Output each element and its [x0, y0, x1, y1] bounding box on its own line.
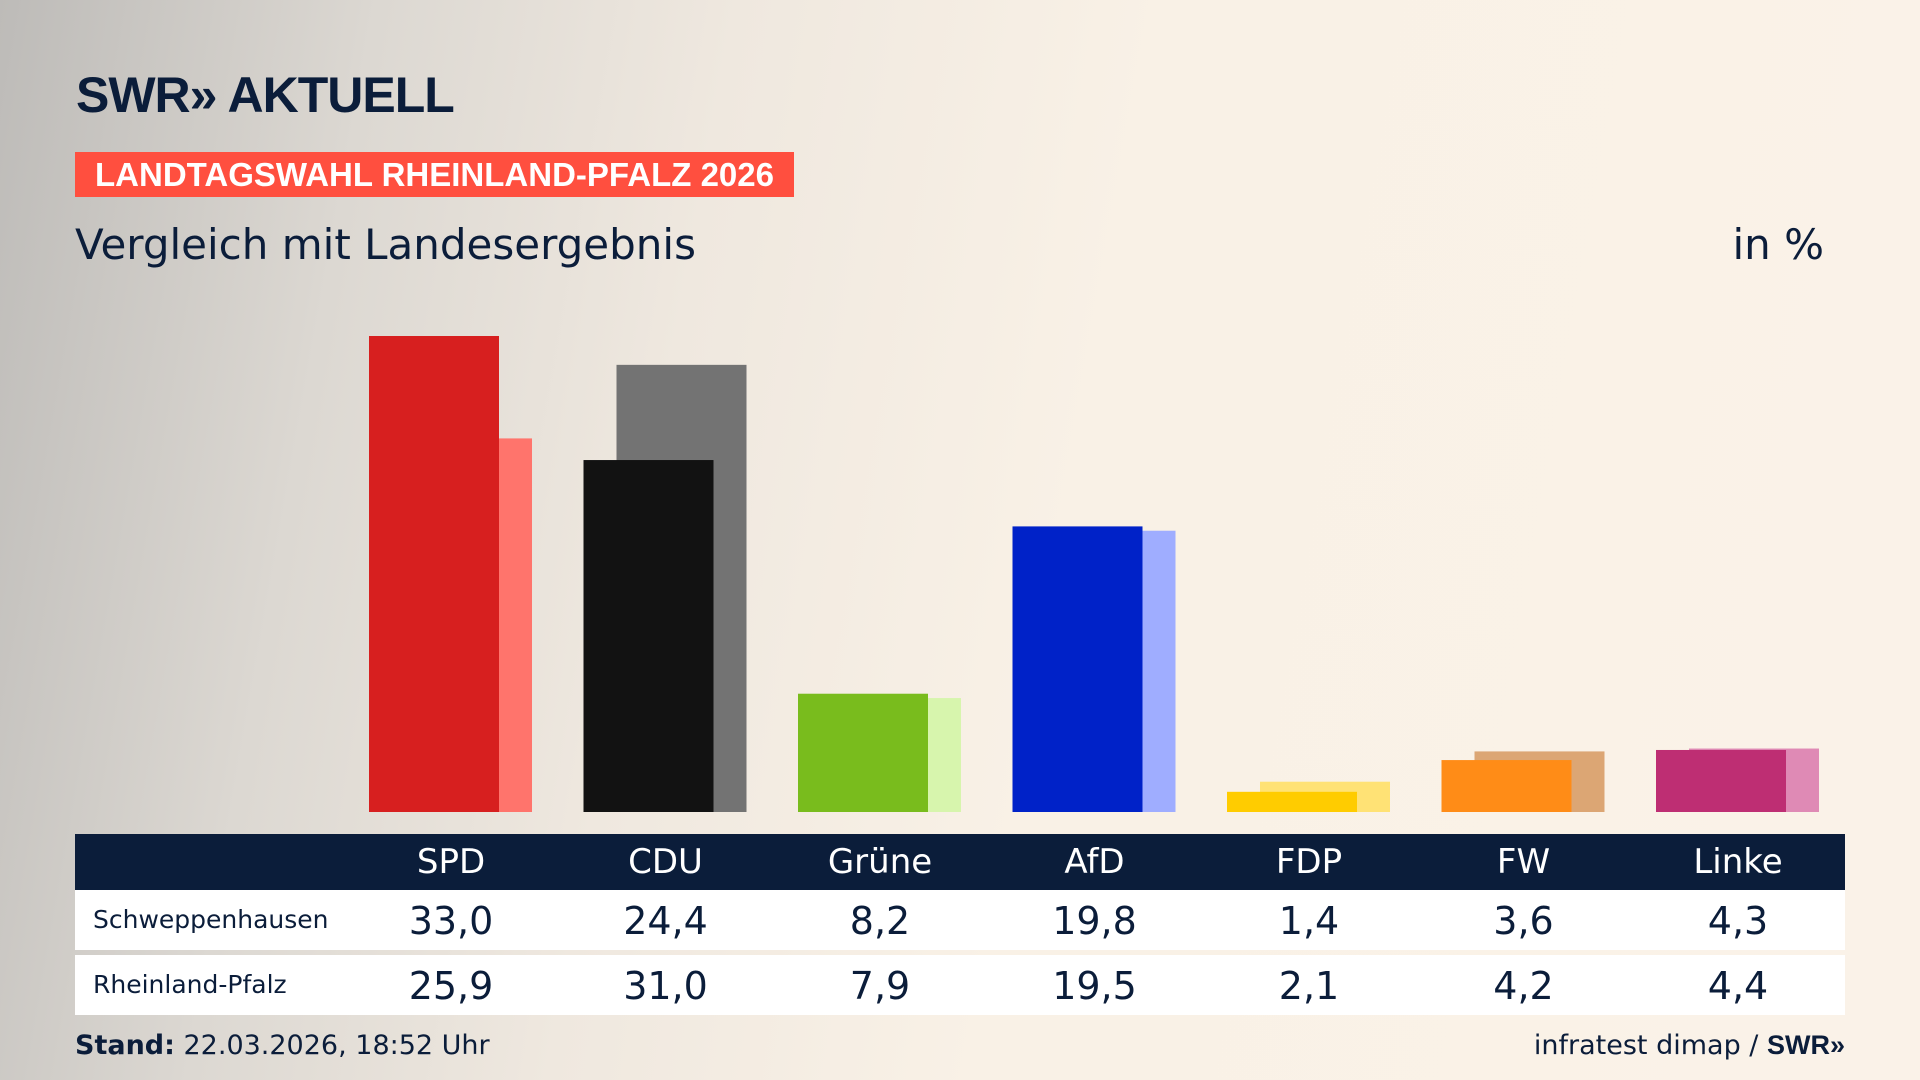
results-table: SPD CDU Grüne AfD FDP FW Linke Schweppenhausen…: [75, 834, 1845, 1015]
bar-fw-local: [1441, 760, 1572, 812]
source-text: infratest dimap /: [1533, 1030, 1767, 1061]
table-cell: 2,1: [1278, 964, 1340, 1008]
table-cell: 7,9: [849, 964, 911, 1008]
column-header-cdu: CDU: [628, 842, 703, 882]
column-header-afd: AfD: [1064, 842, 1125, 882]
column-header-fdp: FDP: [1275, 842, 1343, 882]
table-cell: 33,0: [408, 899, 494, 943]
table-cell: 25,9: [408, 964, 494, 1008]
stand-label: Stand:: [75, 1030, 175, 1061]
source: infratest dimap / SWR»: [1534, 1030, 1845, 1061]
chart-subtitle: Vergleich mit Landesergebnis: [75, 220, 696, 269]
table-header: SPD CDU Grüne AfD FDP FW Linke: [75, 834, 1845, 890]
column-header-linke: Linke: [1693, 842, 1783, 882]
table-row: Schweppenhausen 33,0 24,4 8,2 19,8 1,4 3,6 4,3: [75, 890, 1845, 950]
row-label: Schweppenhausen: [93, 905, 329, 934]
bar-grüne-local: [798, 693, 928, 812]
column-header-grüne: Grüne: [827, 842, 933, 882]
bar-spd-local: [369, 336, 499, 812]
row-label: Rheinland-Pfalz: [93, 970, 287, 999]
table-cell: 1,4: [1278, 899, 1340, 943]
table-cell: 3,6: [1493, 899, 1554, 943]
table-cell: 4,3: [1707, 899, 1769, 943]
election-banner: LANDTAGSWAHL RHEINLAND-PFALZ 2026: [75, 152, 794, 197]
table-row: Rheinland-Pfalz 25,9 31,0 7,9 19,5 2,1 4,2 4,4: [75, 955, 1845, 1015]
column-header-fw: FW: [1496, 842, 1551, 882]
table-cell: 4,2: [1493, 964, 1554, 1008]
timestamp: Stand: 22.03.2026, 18:52 Uhr: [75, 1030, 490, 1061]
column-header-spd: SPD: [416, 842, 486, 882]
bar-fdp-local: [1227, 791, 1357, 812]
table-cell: 24,4: [623, 899, 708, 943]
table-cell: 8,2: [849, 899, 911, 943]
bar-linke-local: [1656, 749, 1786, 812]
swr-logo: SWR»: [1766, 1030, 1845, 1060]
swr-aktuell-logo: SWR» AKTUELL: [76, 67, 455, 123]
table-cell: 19,5: [1052, 964, 1137, 1008]
bar-chart: [369, 336, 1819, 812]
bar-afd-local: [1012, 526, 1143, 812]
table-cell: 19,8: [1052, 899, 1137, 943]
table-cell: 31,0: [623, 964, 708, 1008]
stand-value: 22.03.2026, 18:52 Uhr: [174, 1030, 490, 1061]
unit-label: in %: [1732, 220, 1824, 269]
bar-cdu-local: [583, 460, 714, 812]
table-cell: 4,4: [1707, 964, 1769, 1008]
